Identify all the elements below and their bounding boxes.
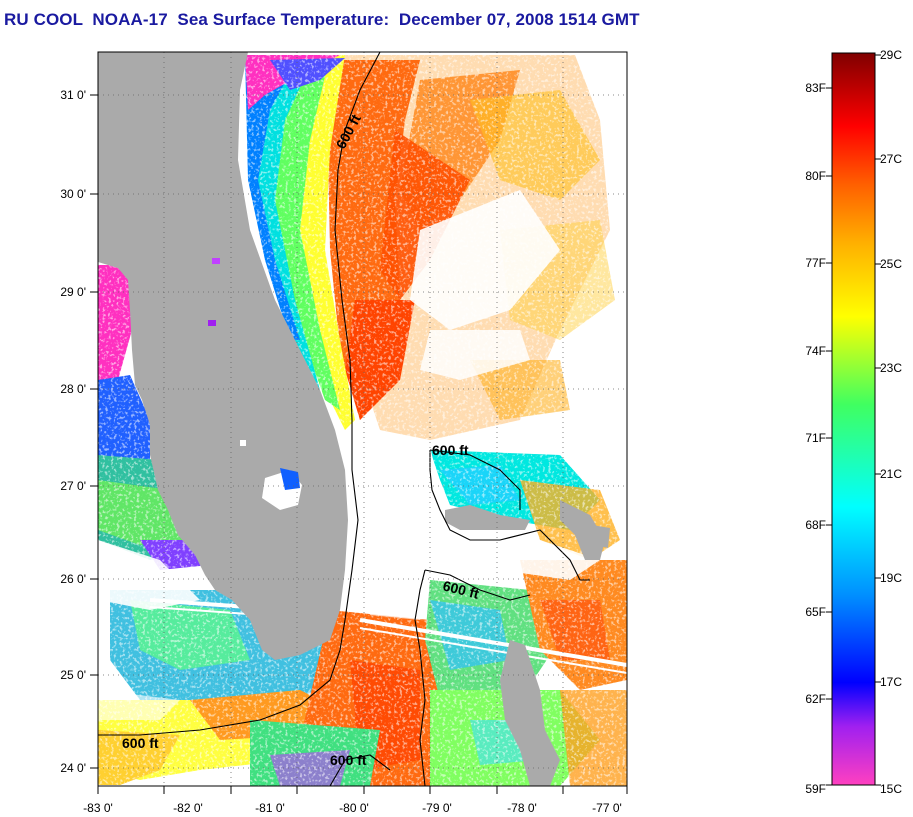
colorbar-f-label: 74F bbox=[805, 344, 826, 358]
colorbar-f-label: 80F bbox=[805, 169, 826, 183]
colorbar-c-label: 15C bbox=[880, 782, 902, 796]
y-tick-label: 26 0' bbox=[60, 572, 86, 586]
graticule bbox=[98, 52, 627, 786]
contour-label: 600 ft bbox=[432, 442, 469, 458]
x-tick-label: -79 0' bbox=[422, 801, 452, 815]
colorbar-c-label: 27C bbox=[880, 152, 902, 166]
x-ticks bbox=[97, 786, 628, 794]
colorbar-f-label: 59F bbox=[805, 782, 826, 796]
x-tick-label: -80 0' bbox=[339, 801, 369, 815]
y-tick-label: 31 0' bbox=[60, 88, 86, 102]
colorbar-f-label: 83F bbox=[805, 81, 826, 95]
y-tick-label: 30 0' bbox=[60, 187, 86, 201]
map-frame bbox=[97, 51, 628, 787]
colorbar-f-label: 65F bbox=[805, 605, 826, 619]
andros-island bbox=[500, 640, 560, 786]
grand-bahama bbox=[445, 505, 530, 530]
colorbar-c-label: 21C bbox=[880, 467, 902, 481]
page-title: RU COOL NOAA-17 Sea Surface Temperature:… bbox=[4, 10, 640, 29]
colorbar-f-label: 71F bbox=[805, 431, 826, 445]
sst-data-layer bbox=[98, 52, 627, 786]
colorbar-c-label: 17C bbox=[880, 675, 902, 689]
colorbar bbox=[831, 52, 876, 786]
y-ticks bbox=[90, 94, 98, 769]
isobath-contours bbox=[98, 52, 590, 786]
colorbar-c-label: 23C bbox=[880, 361, 902, 375]
colorbar-f-label: 77F bbox=[805, 256, 826, 270]
colorbar-c-label: 29C bbox=[880, 48, 902, 62]
y-tick-label: 28 0' bbox=[60, 382, 86, 396]
y-tick-label: 24 0' bbox=[60, 761, 86, 775]
colorbar-f-label: 62F bbox=[805, 692, 826, 706]
x-tick-label: -82 0' bbox=[173, 801, 203, 815]
colorbar-c-label: 19C bbox=[880, 571, 902, 585]
colorbar-ticks bbox=[826, 54, 881, 786]
y-tick-label: 27 0' bbox=[60, 479, 86, 493]
x-tick-label: -78 0' bbox=[507, 801, 537, 815]
colorbar-c-label: 25C bbox=[880, 257, 902, 271]
x-tick-label: -77 0' bbox=[592, 801, 622, 815]
x-tick-label: -83 0' bbox=[83, 801, 113, 815]
contour-label: 600 ft bbox=[122, 735, 159, 751]
abaco-island bbox=[560, 500, 605, 560]
contour-label: 600 ft bbox=[330, 752, 367, 768]
x-tick-label: -81 0' bbox=[255, 801, 285, 815]
colorbar-f-label: 68F bbox=[805, 518, 826, 532]
y-tick-label: 25 0' bbox=[60, 668, 86, 682]
y-tick-label: 29 0' bbox=[60, 285, 86, 299]
